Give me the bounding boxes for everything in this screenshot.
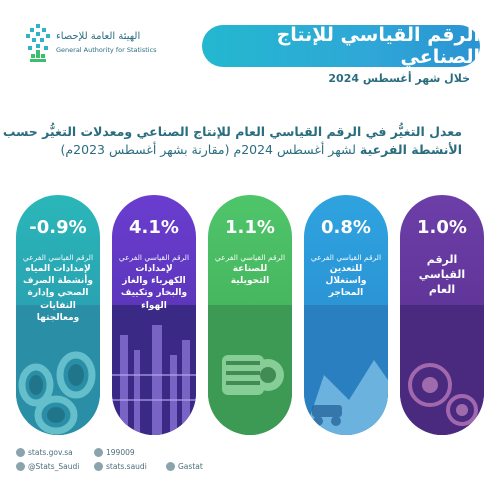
industrial-gears-image — [400, 305, 484, 435]
globe-icon — [16, 448, 25, 457]
card-mainlabel: للتعدين واستغلال المحاجر — [325, 264, 367, 299]
footer-app[interactable]: Gastat — [166, 462, 203, 471]
org-name-english: General Authority for Statistics — [56, 46, 157, 54]
footer-facebook[interactable]: stats.saudi — [94, 462, 147, 471]
card-manufacturing[interactable]: 1.1% الرقم القياسي الفرعي للصناعة التحوي… — [208, 195, 292, 435]
card-value: 1.1% — [225, 217, 275, 238]
headline-line-2: الأنشطة الفرعية لشهر أغسطس 2024م (مقارنة… — [22, 142, 462, 157]
card-label: الرقم القياسي الفرعي لإمدادات المياه وأن… — [22, 253, 94, 324]
water-pipes-image — [16, 305, 100, 435]
card-label: الرقم القياسي العام — [406, 253, 478, 298]
card-label: الرقم القياسي الفرعي للصناعة التحويلية — [214, 253, 286, 287]
card-value: 1.0% — [417, 217, 467, 238]
card-general-index[interactable]: 1.0% الرقم القياسي العام — [400, 195, 484, 435]
card-mainlabel: لإمدادات المياه وأنشطة الصرف الصحي وإدار… — [23, 264, 93, 323]
page-title: الرقم القياسي للإنتاج الصناعي — [202, 24, 480, 68]
card-value: -0.9% — [29, 217, 87, 238]
gastat-logo[interactable]: الهيئة العامة للإحصاء General Authority … — [22, 24, 157, 66]
headline: معدل التغيُّر في الرقم القياسي العام للإ… — [2, 124, 462, 157]
twitter-text: @Stats_Saudi — [28, 462, 80, 471]
app-text: Gastat — [178, 462, 203, 471]
headline-rest: لشهر أغسطس 2024م (مقارنة بشهر أغسطس 2023… — [60, 142, 356, 157]
phone-icon — [94, 448, 103, 457]
card-label: الرقم القياسي الفرعي لإمدادات الكهرباء و… — [118, 253, 190, 312]
card-sublabel: الرقم القياسي الفرعي — [310, 253, 382, 262]
footer-twitter[interactable]: @Stats_Saudi — [16, 462, 79, 471]
header: الهيئة العامة للإحصاء General Authority … — [0, 0, 500, 105]
card-value: 0.8% — [321, 217, 371, 238]
headline-line-1: معدل التغيُّر في الرقم القياسي العام للإ… — [2, 124, 462, 139]
headline-bold: الأنشطة الفرعية — [359, 142, 462, 157]
card-sublabel: الرقم القياسي الفرعي — [22, 253, 94, 262]
power-plant-image — [112, 305, 196, 435]
card-mainlabel: لإمدادات الكهرباء والغاز والبخار وتكييف … — [120, 264, 188, 311]
card-sublabel: الرقم القياسي الفرعي — [214, 253, 286, 262]
card-mining-quarrying[interactable]: 0.8% الرقم القياسي الفرعي للتعدين واستغل… — [304, 195, 388, 435]
facebook-text: stats.saudi — [106, 462, 147, 471]
card-sublabel: الرقم القياسي الفرعي — [118, 253, 190, 262]
mining-image — [304, 305, 388, 435]
period-label: خلال شهر أغسطس 2024 — [328, 72, 470, 85]
card-value: 4.1% — [129, 217, 179, 238]
app-icon — [166, 462, 175, 471]
footer-contacts: stats.gov.sa @Stats_Saudi 199009 stats.s… — [16, 448, 316, 488]
footer-website[interactable]: stats.gov.sa — [16, 448, 73, 457]
org-name-arabic: الهيئة العامة للإحصاء — [56, 31, 141, 42]
phone-text: 199009 — [106, 448, 135, 457]
indicator-cards: -0.9% الرقم القياسي الفرعي لإمدادات المي… — [16, 195, 484, 435]
motor-image — [208, 305, 292, 435]
card-water-waste[interactable]: -0.9% الرقم القياسي الفرعي لإمدادات المي… — [16, 195, 100, 435]
x-twitter-icon — [16, 462, 25, 471]
card-label: الرقم القياسي الفرعي للتعدين واستغلال ال… — [310, 253, 382, 300]
footer-phone[interactable]: 199009 — [94, 448, 135, 457]
facebook-icon — [94, 462, 103, 471]
card-mainlabel: للصناعة التحويلية — [230, 264, 270, 287]
gastat-logo-icon — [26, 24, 50, 62]
card-electricity-gas[interactable]: 4.1% الرقم القياسي الفرعي لإمدادات الكهر… — [112, 195, 196, 435]
card-mainlabel: الرقم القياسي العام — [418, 253, 466, 296]
website-text: stats.gov.sa — [28, 448, 73, 457]
